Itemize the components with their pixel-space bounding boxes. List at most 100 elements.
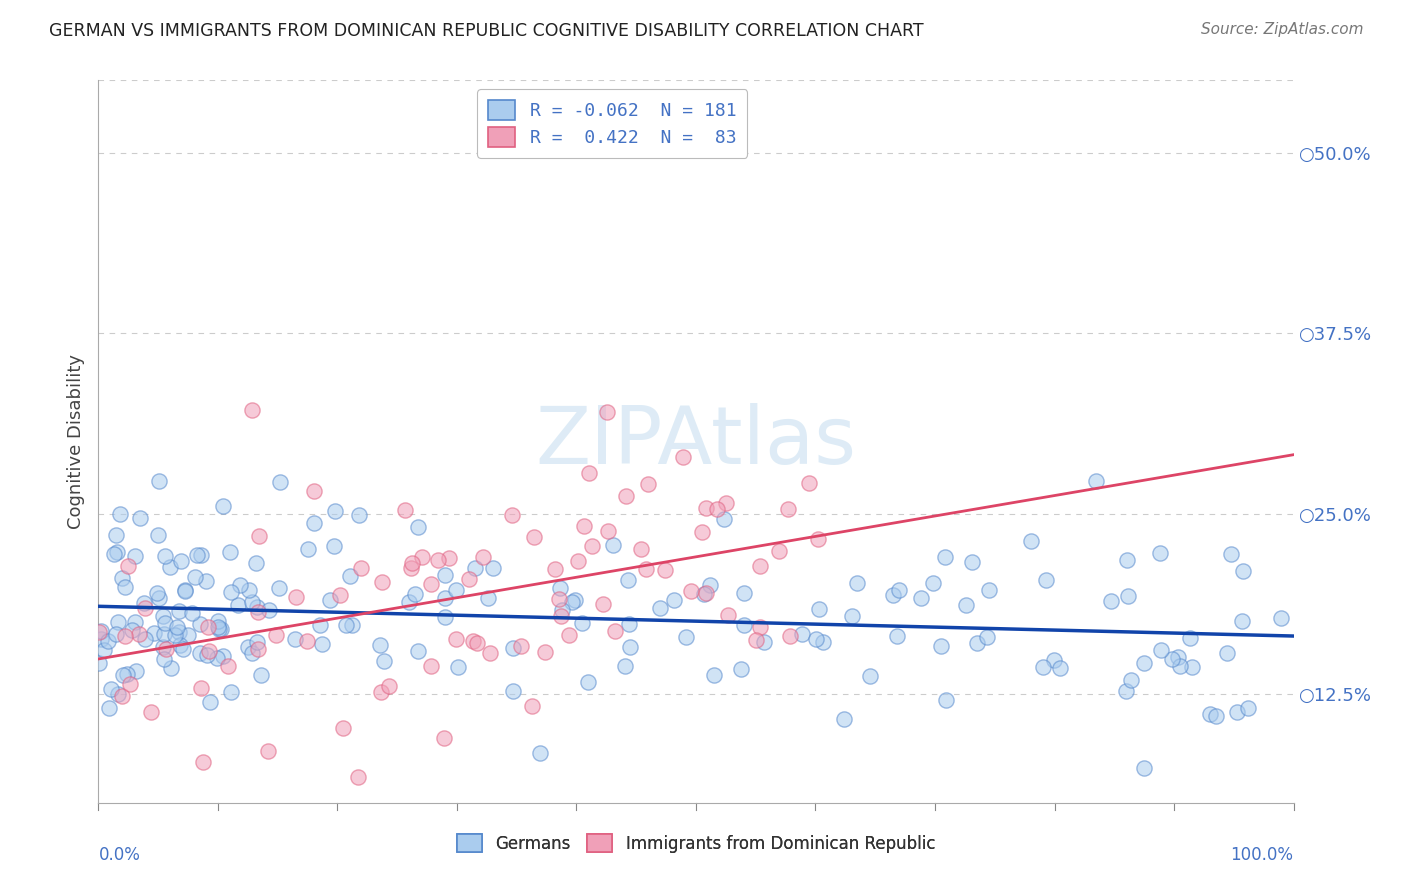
Point <box>221 585 243 599</box>
Point <box>602 538 624 552</box>
Point <box>346 770 368 784</box>
Point <box>98 701 121 715</box>
Point <box>576 674 599 689</box>
Point <box>776 501 799 516</box>
Point <box>745 633 768 648</box>
Point <box>634 562 657 576</box>
Point <box>419 576 441 591</box>
Point <box>966 636 988 650</box>
Point <box>325 504 347 518</box>
Point <box>132 597 155 611</box>
Point <box>458 572 481 586</box>
Point <box>107 615 129 629</box>
Point <box>551 603 574 617</box>
Point <box>174 583 197 598</box>
Point <box>186 549 208 563</box>
Point <box>472 549 495 564</box>
Point <box>247 641 270 656</box>
Point <box>105 528 128 542</box>
Point <box>115 667 138 681</box>
Point <box>181 606 204 620</box>
Point <box>1199 707 1222 722</box>
Point <box>444 632 467 647</box>
Point <box>105 544 128 558</box>
Point <box>845 576 868 591</box>
Point <box>733 586 755 600</box>
Point <box>690 525 713 540</box>
Point <box>929 639 952 653</box>
Point <box>285 590 308 604</box>
Point <box>1035 573 1057 587</box>
Point <box>257 603 280 617</box>
Point <box>714 496 737 510</box>
Point <box>89 624 111 639</box>
Point <box>478 646 501 660</box>
Point <box>1161 652 1184 666</box>
Point <box>419 659 441 673</box>
Point <box>1270 611 1292 625</box>
Point <box>630 541 652 556</box>
Point <box>212 648 235 663</box>
Point <box>152 608 174 623</box>
Point <box>152 640 174 654</box>
Point <box>1205 709 1227 723</box>
Point <box>212 500 235 514</box>
Point <box>169 638 191 652</box>
Point <box>111 668 134 682</box>
Point <box>219 685 242 699</box>
Point <box>349 508 371 522</box>
Point <box>93 642 115 657</box>
Point <box>619 640 641 654</box>
Point <box>581 539 603 553</box>
Point <box>159 560 181 574</box>
Point <box>332 721 354 735</box>
Point <box>411 549 433 564</box>
Point <box>804 632 827 647</box>
Point <box>401 556 423 570</box>
Point <box>167 625 190 640</box>
Point <box>464 561 486 575</box>
Point <box>378 679 401 693</box>
Point <box>311 637 333 651</box>
Point <box>548 581 571 595</box>
Point <box>1085 474 1108 488</box>
Point <box>717 608 740 623</box>
Point <box>1178 631 1201 645</box>
Point <box>779 629 801 643</box>
Point <box>183 570 205 584</box>
Point <box>654 563 676 577</box>
Point <box>104 627 127 641</box>
Point <box>461 633 484 648</box>
Point <box>703 668 725 682</box>
Point <box>100 681 122 696</box>
Point <box>578 466 600 480</box>
Point <box>167 604 190 618</box>
Point <box>124 615 146 629</box>
Point <box>399 561 422 575</box>
Point <box>592 597 614 611</box>
Point <box>681 584 703 599</box>
Point <box>219 544 242 558</box>
Point <box>217 659 239 673</box>
Point <box>811 635 834 649</box>
Point <box>370 639 392 653</box>
Point <box>406 519 429 533</box>
Point <box>97 634 120 648</box>
Point <box>1232 564 1254 578</box>
Point <box>166 620 188 634</box>
Point <box>1032 660 1054 674</box>
Point <box>574 519 596 533</box>
Point <box>117 558 139 573</box>
Point <box>302 516 325 530</box>
Text: ZIPAtlas: ZIPAtlas <box>536 402 856 481</box>
Point <box>110 508 132 522</box>
Point <box>426 552 449 566</box>
Point <box>323 539 346 553</box>
Point <box>349 561 371 575</box>
Point <box>614 658 637 673</box>
Point <box>134 600 156 615</box>
Point <box>148 475 170 489</box>
Point <box>561 594 583 608</box>
Point <box>146 586 169 600</box>
Point <box>190 681 212 695</box>
